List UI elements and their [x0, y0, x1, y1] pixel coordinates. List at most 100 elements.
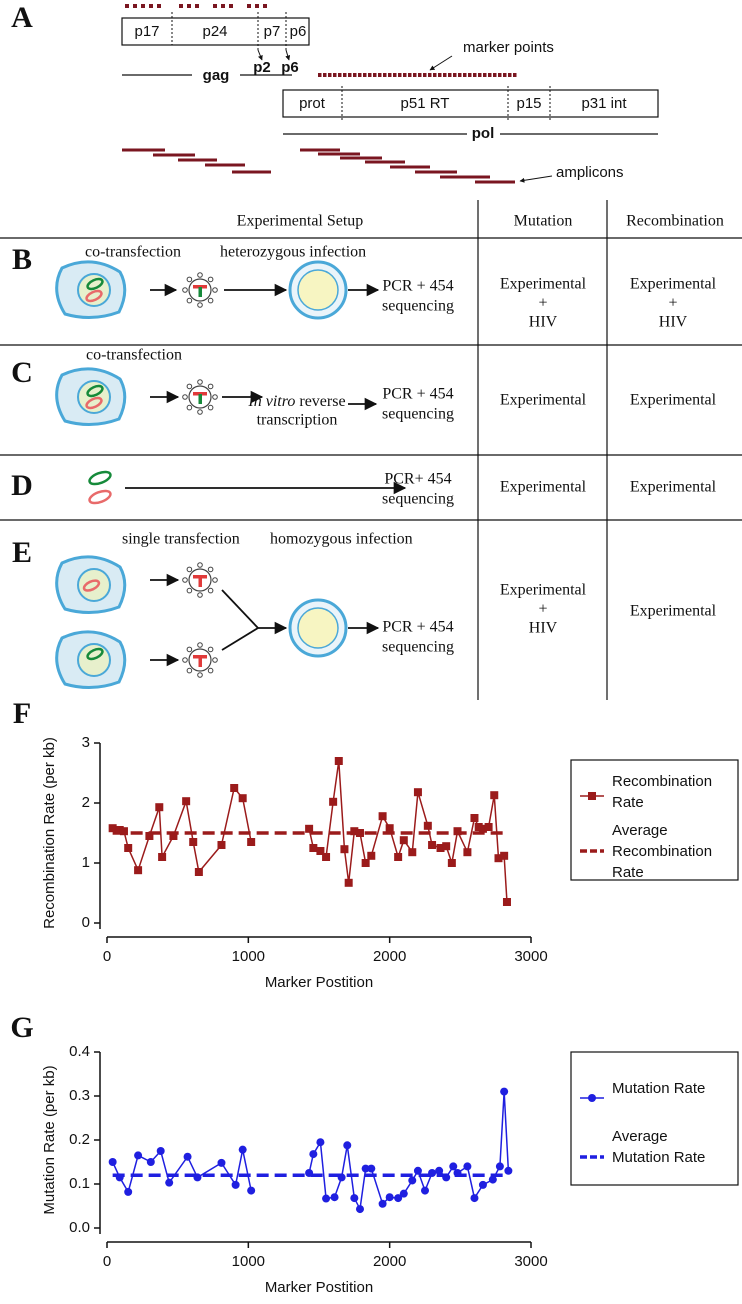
data-point — [408, 848, 417, 857]
data-point — [155, 803, 164, 812]
pol-box — [282, 89, 659, 118]
marker-dot — [398, 73, 402, 77]
genome — [198, 394, 202, 404]
data-point — [428, 1169, 437, 1177]
data-point — [488, 1175, 497, 1184]
marker-dot — [393, 73, 397, 77]
marker-dot — [318, 73, 322, 77]
data-point — [156, 1147, 165, 1155]
legend-label: Mutation Rate — [612, 1080, 706, 1097]
legend-label: Average Mutation Rate — [612, 1128, 706, 1166]
data-point — [394, 853, 403, 861]
column-header: Experimental Setup — [237, 213, 364, 230]
recombination-cell: Experimental — [630, 603, 717, 620]
genome — [193, 392, 207, 396]
gene-label: gag — [203, 67, 230, 84]
plasmid — [86, 384, 104, 398]
data-point — [447, 859, 456, 867]
data-point — [355, 1205, 364, 1214]
cleavage-label: p6 — [281, 59, 299, 76]
virus-spike — [207, 646, 214, 653]
marker-dot — [221, 4, 225, 8]
data-point — [453, 1169, 462, 1177]
virus-spike — [197, 272, 203, 278]
marker-dot — [187, 4, 191, 8]
genome — [198, 577, 202, 587]
process-step: transcription — [257, 412, 338, 429]
marker-dot — [229, 4, 233, 8]
plasmid — [88, 470, 112, 486]
marker-dot — [453, 73, 457, 77]
data-point — [350, 827, 359, 836]
y-tick-label: 0.2 — [69, 1131, 90, 1148]
marker-dot — [348, 73, 352, 77]
virus-spike — [197, 302, 203, 308]
virus-spike — [186, 297, 193, 304]
plasmid — [88, 489, 112, 505]
x-tick-label: 1000 — [232, 1253, 265, 1270]
data-point — [194, 868, 203, 876]
data-point — [408, 1176, 417, 1185]
virus-spike — [186, 587, 193, 594]
recombination-cell: + — [668, 295, 677, 312]
panel-label: A — [11, 1, 33, 34]
y-axis-title: Mutation Rate (per kb) — [41, 1065, 58, 1214]
data-point — [500, 851, 509, 860]
data-point — [453, 827, 462, 836]
data-point — [399, 1189, 408, 1198]
virus-spike — [182, 394, 188, 400]
arrow — [519, 175, 553, 183]
marker-dot — [373, 73, 377, 77]
data-point — [322, 853, 331, 861]
data-point — [399, 836, 408, 845]
data-point — [413, 1166, 422, 1175]
y-tick-label: 0.1 — [69, 1175, 90, 1192]
data-point — [470, 814, 479, 822]
legend-label: Recombination Rate — [612, 773, 713, 811]
marker-dot — [338, 73, 342, 77]
data-point — [115, 826, 124, 834]
data-point — [145, 832, 154, 840]
data-point — [350, 1194, 359, 1203]
data-point — [247, 1186, 256, 1195]
data-point — [230, 784, 239, 792]
gene-segment: prot — [299, 95, 326, 112]
marker-dot — [423, 73, 427, 77]
virus-spike — [207, 587, 214, 594]
virus-spike — [207, 276, 214, 283]
x-tick-label: 0 — [103, 1253, 111, 1270]
virus-spike — [207, 404, 214, 411]
marker-dot — [157, 4, 161, 8]
process-step: In vitro reverse — [247, 393, 345, 410]
data-point — [334, 757, 343, 765]
converge — [221, 589, 259, 629]
marker-dot — [508, 73, 512, 77]
virus-spike — [186, 383, 193, 390]
data-point — [423, 821, 432, 830]
column-header: Recombination — [626, 213, 724, 230]
data-point — [316, 1138, 325, 1147]
mutation-cell: Experimental — [500, 276, 587, 293]
data-point — [343, 1141, 352, 1150]
marker-dot — [468, 73, 472, 77]
converge — [221, 627, 259, 651]
marker-dot — [125, 4, 129, 8]
gene-segment: p31 int — [581, 95, 627, 112]
data-point — [361, 1164, 370, 1173]
y-tick-label: 0.3 — [69, 1087, 90, 1104]
legend-label: Average Recombination Rate — [612, 822, 713, 881]
recombination-cell: HIV — [659, 314, 688, 331]
data-point — [330, 1193, 339, 1202]
marker-dot — [428, 73, 432, 77]
virus-spike — [197, 642, 203, 648]
data-point — [108, 824, 117, 833]
marker-dot — [503, 73, 507, 77]
gene-segment: p24 — [202, 23, 227, 40]
data-point — [378, 1199, 387, 1208]
virus-spike — [186, 404, 193, 411]
virus-spike — [182, 287, 188, 293]
data-point — [329, 797, 338, 806]
data-point — [217, 841, 226, 849]
recombination-cell: Experimental — [630, 276, 717, 293]
